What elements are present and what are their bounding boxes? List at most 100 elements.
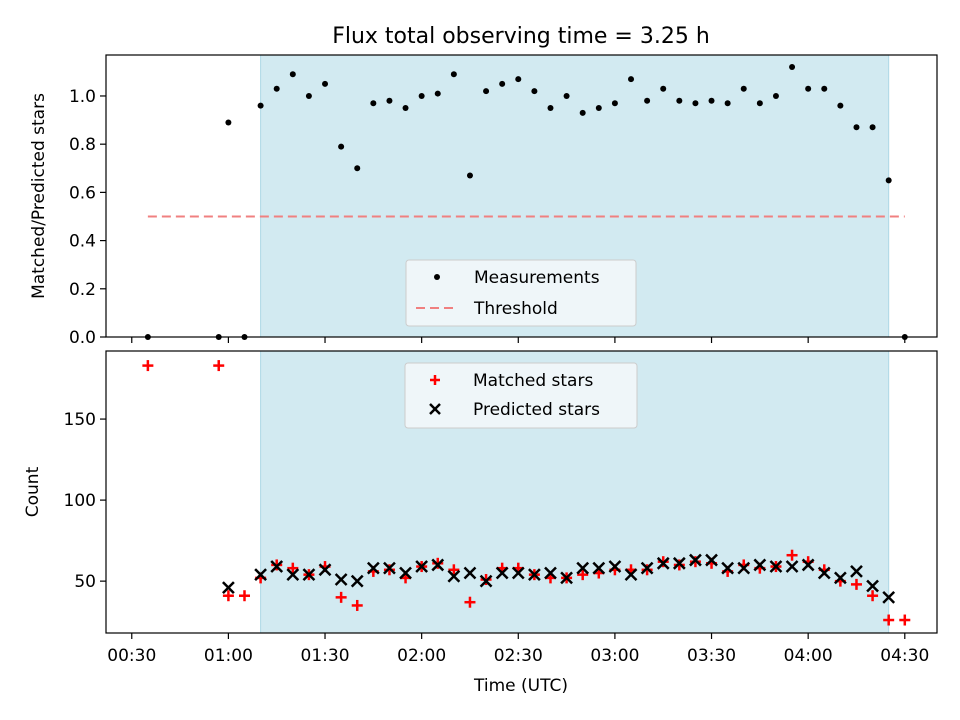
predicted-star-point — [270, 560, 284, 573]
measurement-point — [724, 100, 731, 107]
legend-matched-label: Matched stars — [473, 371, 593, 391]
measurement-point — [805, 85, 812, 92]
y-tick-label: 0.8 — [69, 135, 96, 155]
predicted-star-point — [222, 581, 235, 595]
y-tick-label: 0.4 — [69, 232, 96, 252]
matched-star-point — [464, 596, 476, 608]
measurement-point — [418, 92, 425, 99]
measurement-point — [402, 105, 409, 112]
x-tick-label: 02:00 — [397, 646, 446, 666]
predicted-star-point — [672, 556, 686, 570]
legend-measurements-marker — [434, 274, 440, 280]
matched-star-point — [239, 590, 250, 602]
matched-star-point — [213, 360, 225, 372]
measurement-point — [789, 64, 796, 71]
x-tick-label: 03:30 — [687, 646, 736, 666]
legend-matched-marker — [430, 375, 440, 385]
predicted-star-point — [334, 573, 348, 586]
predicted-star-point — [350, 574, 364, 588]
measurement-point — [676, 97, 683, 104]
predicted-star-point — [608, 560, 622, 573]
predicted-star-point — [801, 558, 815, 572]
matched-star-point — [899, 614, 911, 626]
measurement-point — [547, 105, 554, 112]
bottom-legend-box — [404, 362, 638, 429]
x-tick-label: 01:00 — [204, 646, 253, 666]
predicted-star-point — [527, 568, 541, 582]
measurement-point — [305, 92, 312, 99]
predicted-star-point — [737, 561, 751, 575]
bottom-y-axis-label: Count — [23, 466, 43, 517]
measurement-point — [692, 100, 699, 107]
measurement-point — [370, 100, 377, 107]
predicted-star-point — [624, 568, 638, 582]
measurement-point — [225, 119, 232, 126]
predicted-star-point — [431, 558, 445, 572]
chart-title: Flux total observing time = 3.25 h — [332, 24, 710, 49]
top-legend: Measurements Threshold — [405, 259, 637, 327]
measurement-point — [338, 143, 345, 150]
matched-star-point — [867, 590, 879, 602]
legend-measurements-label: Measurements — [474, 268, 600, 288]
matched-star-point — [351, 599, 363, 611]
top-y-axis-label: Matched/Predicted stars — [29, 93, 49, 299]
measurement-point — [708, 97, 715, 104]
x-axis-label: Time (UTC) — [473, 676, 568, 696]
predicted-star-point — [817, 566, 831, 580]
measurement-point — [772, 92, 779, 99]
y-tick-label: 0.6 — [69, 183, 96, 203]
measurement-point — [499, 80, 506, 87]
predicted-star-point — [656, 556, 670, 570]
measurement-point — [257, 102, 264, 109]
matched-star-point — [287, 562, 299, 574]
bottom-axes: 50 100 150 00:30 01:00 01:30 02:00 02:30 03:00 03… — [64, 350, 938, 666]
predicted-star-point — [592, 561, 606, 575]
measurement-point — [628, 76, 635, 83]
bottom-panel: 50 100 150 00:30 01:00 01:30 02:00 02:30 03:00 03… — [23, 350, 938, 696]
measurement-point — [837, 102, 844, 109]
y-tick-label: 50 — [74, 572, 96, 592]
predicted-star-point — [415, 560, 429, 573]
predicted-star-point — [302, 568, 316, 582]
legend-predicted-label: Predicted stars — [473, 400, 600, 420]
x-tick-label: 00:30 — [107, 646, 156, 666]
top-axes: 0.0 0.2 0.4 0.6 0.8 1.0 — [69, 54, 938, 348]
predicted-star-point — [689, 553, 702, 567]
predicted-star-point — [366, 561, 380, 575]
predicted-star-point — [479, 574, 493, 588]
measurement-point — [660, 85, 667, 92]
measurement-point — [515, 76, 522, 83]
predicted-star-point — [286, 568, 300, 582]
matched-star-point — [883, 614, 895, 626]
measurement-point — [466, 172, 473, 179]
predicted-star-point — [495, 566, 509, 580]
predicted-star-point — [850, 565, 863, 578]
predicted-star-point — [769, 560, 783, 573]
y-tick-label: 1.0 — [69, 87, 96, 107]
measurement-point — [483, 88, 490, 95]
measurement-point — [756, 100, 763, 107]
measurement-point — [434, 90, 441, 97]
y-tick-label: 0.0 — [69, 328, 96, 348]
matched-star-point — [448, 564, 460, 576]
measurement-point — [579, 109, 586, 116]
measurement-point — [644, 97, 651, 104]
measurement-point — [869, 124, 876, 131]
x-tick-label: 03:00 — [590, 646, 639, 666]
matched-star-point — [786, 549, 798, 561]
predicted-star-point — [463, 566, 477, 580]
measurement-point — [595, 105, 602, 112]
predicted-star-point — [576, 561, 590, 575]
predicted-star-point — [544, 566, 557, 580]
matched-star-point — [850, 578, 862, 590]
x-tick-label: 04:30 — [880, 646, 929, 666]
predicted-star-point — [447, 569, 461, 583]
measurement-point — [611, 100, 618, 107]
predicted-star-point — [399, 566, 412, 580]
x-tick-label: 02:30 — [494, 646, 543, 666]
y-tick-label: 100 — [64, 491, 96, 511]
measurement-point — [563, 92, 570, 99]
predicted-star-point — [785, 560, 799, 573]
y-tick-label: 150 — [64, 410, 96, 430]
